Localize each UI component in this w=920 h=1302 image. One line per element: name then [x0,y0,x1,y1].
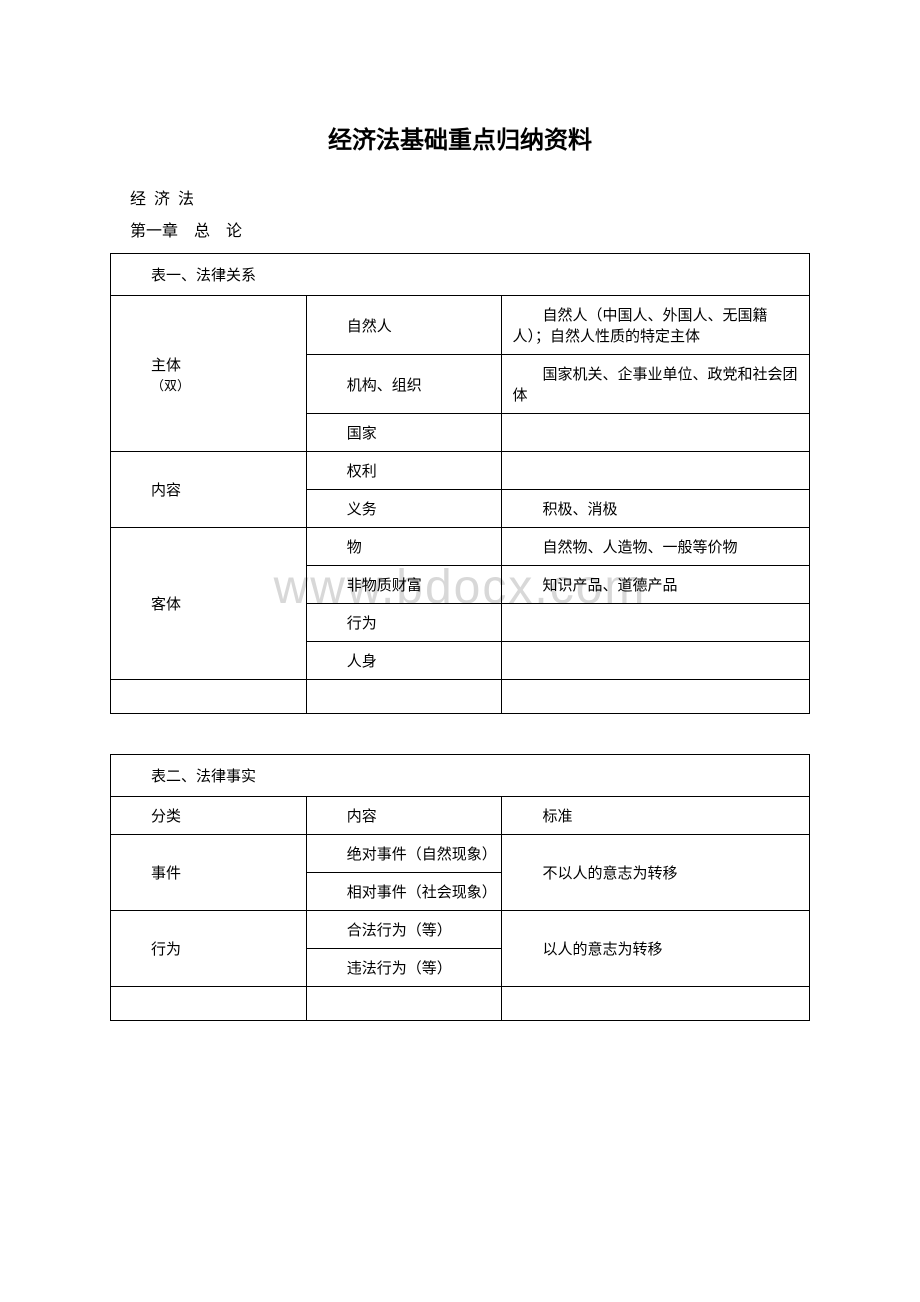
table-cell [502,452,810,490]
table-cell: 机构、组织 [306,355,502,414]
table-cell: 以人的意志为转移 [502,911,810,987]
table-cell: 知识产品、道德产品 [502,566,810,604]
table-cell: 不以人的意志为转移 [502,835,810,911]
table-cell [502,414,810,452]
table-cell: 自然物、人造物、一般等价物 [502,528,810,566]
table-cell [502,680,810,714]
document-content: 经济法基础重点归纳资料 经 济 法 第一章 总 论 表一、法律关系 主体 （双）… [110,120,810,1021]
table-cell: 人身 [306,642,502,680]
table2-event-cell: 事件 [111,835,307,911]
table-cell: 合法行为（等） [306,911,502,949]
table1-object-cell: 客体 [111,528,307,680]
table1-content-cell: 内容 [111,452,307,528]
table-cell: 行为 [306,604,502,642]
table-cell: 相对事件（社会现象） [306,873,502,911]
table-cell: 物 [306,528,502,566]
table-cell [502,987,810,1021]
chapter-heading: 第一章 总 论 [110,217,810,241]
table-cell: 非物质财富 [306,566,502,604]
table-cell: 绝对事件（自然现象） [306,835,502,873]
table2-header: 表二、法律事实 [111,755,810,797]
table-cell [306,987,502,1021]
table-cell: 违法行为（等） [306,949,502,987]
table-cell [111,680,307,714]
table2-col-header: 分类 [111,797,307,835]
subtitle: 经 济 法 [110,185,810,209]
page-title: 经济法基础重点归纳资料 [110,120,810,155]
table-cell: 权利 [306,452,502,490]
table2-action-cell: 行为 [111,911,307,987]
table-legal-relations: 表一、法律关系 主体 （双） 自然人 自然人（中国人、外国人、无国籍人）；自然人… [110,253,810,714]
table-legal-facts: 表二、法律事实 分类 内容 标准 事件 绝对事件（自然现象） 不以人的意志为转移… [110,754,810,1021]
table2-col-header: 标准 [502,797,810,835]
table-cell: 自然人 [306,296,502,355]
table1-subject-cell: 主体 （双） [111,296,307,452]
table-cell [111,987,307,1021]
table-cell: 国家机关、企事业单位、政党和社会团体 [502,355,810,414]
table-cell: 自然人（中国人、外国人、无国籍人）；自然人性质的特定主体 [502,296,810,355]
table-cell: 国家 [306,414,502,452]
table-cell [502,642,810,680]
table-cell: 积极、消极 [502,490,810,528]
table1-header: 表一、法律关系 [111,254,810,296]
table-cell [306,680,502,714]
table-cell [502,604,810,642]
table2-col-header: 内容 [306,797,502,835]
table-cell: 义务 [306,490,502,528]
